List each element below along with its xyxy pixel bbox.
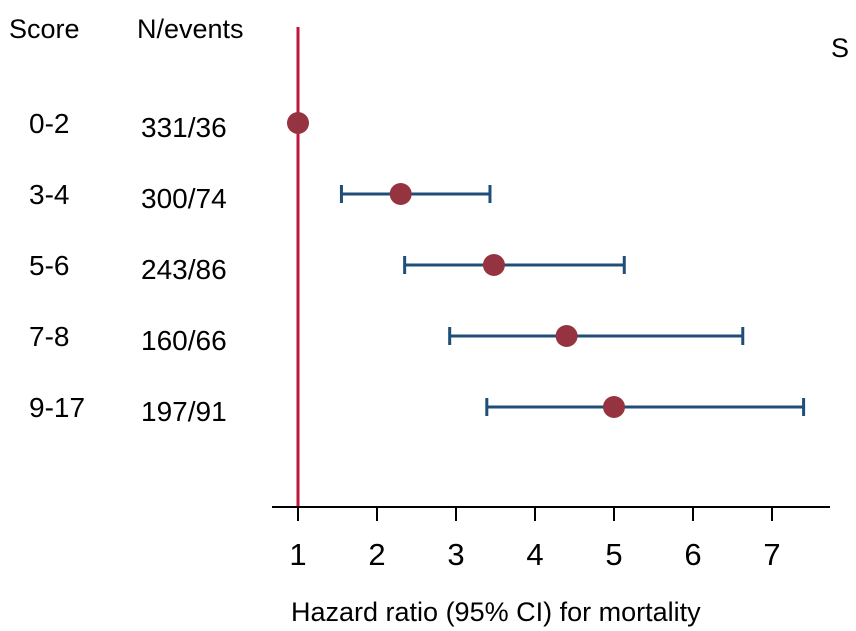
ci-bar <box>485 398 806 416</box>
events-label: 160/66 <box>141 325 227 356</box>
ci-bar <box>403 256 626 274</box>
events-label: 300/74 <box>141 183 227 214</box>
x-axis-label: Hazard ratio (95% CI) for mortality <box>291 597 701 627</box>
partial-header-label: S <box>831 33 849 63</box>
x-tick-label: 7 <box>763 537 780 572</box>
hazard-ratio-point <box>603 396 625 418</box>
score-label: 5-6 <box>29 250 69 281</box>
ci-bar <box>448 327 745 345</box>
x-axis-ticks: 1 2 3 4 5 6 7 <box>289 507 781 572</box>
ci-layer <box>339 185 806 416</box>
events-label: 243/86 <box>141 254 227 285</box>
x-tick-label: 4 <box>526 537 543 572</box>
score-header: Score <box>9 14 80 44</box>
x-tick-label: 1 <box>289 537 306 572</box>
x-tick-label: 3 <box>447 537 464 572</box>
hazard-ratio-point <box>555 325 578 347</box>
ci-bar <box>339 185 492 203</box>
score-label: 9-17 <box>29 392 85 423</box>
score-label: 0-2 <box>29 108 69 139</box>
row-label-layer: 0-2 331/36 3-4 300/74 5-6 243/86 7-8 160/66 9-17… <box>29 108 227 427</box>
x-tick-label: 2 <box>368 537 385 572</box>
events-header: N/events <box>137 14 244 44</box>
hazard-ratio-point <box>287 112 309 134</box>
x-tick-label: 6 <box>684 537 701 572</box>
hazard-ratio-point <box>482 254 505 276</box>
hazard-ratio-point <box>389 183 412 205</box>
point-layer <box>287 112 625 418</box>
events-label: 197/91 <box>141 396 227 427</box>
score-label: 3-4 <box>29 179 69 210</box>
score-label: 7-8 <box>29 321 69 352</box>
events-label: 331/36 <box>141 112 227 143</box>
x-tick-label: 5 <box>605 537 622 572</box>
